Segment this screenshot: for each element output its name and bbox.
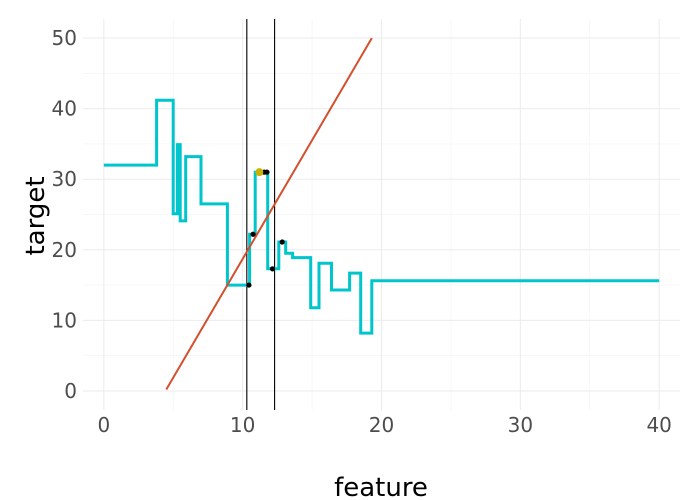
x-tick-label: 20 <box>369 413 394 437</box>
data-point <box>246 282 252 288</box>
y-tick-label: 10 <box>52 308 77 332</box>
highlighted-point <box>255 168 264 177</box>
y-axis-title: target <box>21 176 51 255</box>
y-tick-label: 40 <box>52 97 77 121</box>
data-point <box>269 266 276 272</box>
y-tick-label: 50 <box>52 26 77 50</box>
tick-labels: 0 10 20 30 40 0 10 20 30 40 50 <box>52 26 672 437</box>
x-tick-label: 10 <box>230 413 255 437</box>
y-tick-label: 0 <box>64 379 77 403</box>
fit-line <box>165 37 373 391</box>
reference-lines <box>246 19 276 410</box>
x-tick-label: 0 <box>97 413 110 437</box>
data-point <box>279 239 285 245</box>
y-tick-label: 20 <box>52 238 77 262</box>
y-tick-label: 30 <box>52 167 77 191</box>
x-axis-title: feature <box>334 473 428 500</box>
step-series-line <box>103 98 660 335</box>
x-tick-label: 30 <box>508 413 533 437</box>
series-layer <box>103 37 660 391</box>
points-layer <box>246 168 285 288</box>
grid <box>83 19 680 410</box>
data-point <box>264 169 270 175</box>
data-point <box>250 231 256 237</box>
x-tick-label: 40 <box>646 413 671 437</box>
